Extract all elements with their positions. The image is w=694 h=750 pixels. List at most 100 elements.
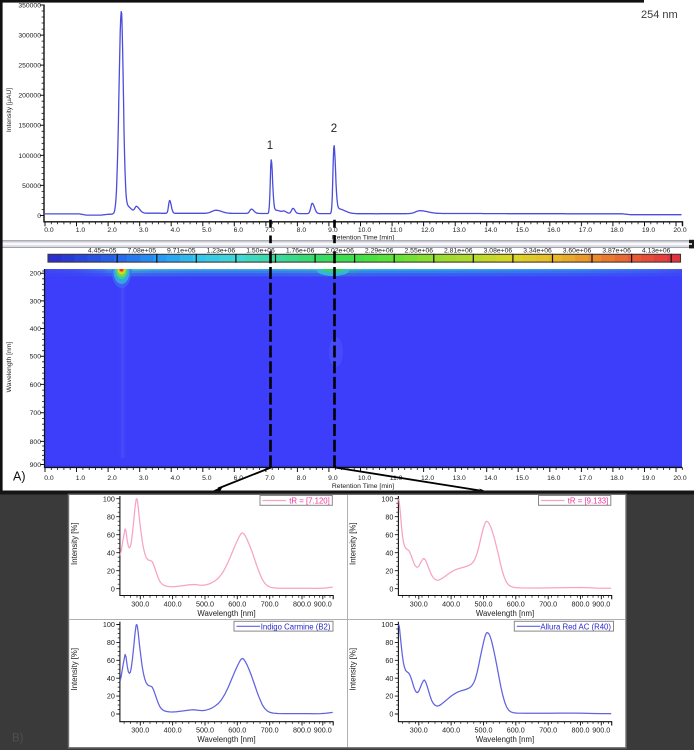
svg-text:400.0: 400.0: [164, 726, 182, 735]
svg-text:500.0: 500.0: [475, 726, 493, 735]
svg-text:60: 60: [385, 656, 393, 665]
svg-text:2: 2: [331, 123, 337, 135]
svg-text:8.0: 8.0: [297, 475, 307, 482]
svg-text:700.0: 700.0: [539, 726, 557, 735]
svg-text:Retention Time [min]: Retention Time [min]: [332, 235, 394, 242]
svg-text:19.0: 19.0: [642, 475, 655, 482]
svg-text:80: 80: [385, 512, 393, 521]
svg-text:3.08e+06: 3.08e+06: [484, 247, 513, 254]
svg-text:150000: 150000: [18, 123, 41, 130]
svg-text:Intensity [%]: Intensity [%]: [70, 648, 79, 690]
svg-text:4.13e+06: 4.13e+06: [642, 247, 671, 254]
svg-text:100000: 100000: [18, 153, 41, 160]
svg-text:800.0: 800.0: [293, 726, 311, 735]
svg-text:900.0: 900.0: [314, 726, 332, 735]
svg-text:800.0: 800.0: [572, 600, 590, 609]
svg-text:250000: 250000: [18, 63, 41, 70]
svg-text:3.34e+06: 3.34e+06: [523, 247, 552, 254]
svg-text:3.0: 3.0: [139, 475, 149, 482]
svg-text:700.0: 700.0: [539, 600, 557, 609]
svg-text:60: 60: [107, 530, 115, 539]
svg-text:17.0: 17.0: [579, 227, 592, 234]
svg-text:4.0: 4.0: [170, 475, 180, 482]
svg-text:1.50e+06: 1.50e+06: [246, 247, 275, 254]
svg-text:200: 200: [30, 271, 42, 278]
svg-text:18.0: 18.0: [610, 475, 623, 482]
svg-text:0: 0: [111, 584, 115, 593]
svg-text:300.0: 300.0: [131, 726, 149, 735]
svg-text:400.0: 400.0: [442, 726, 460, 735]
svg-text:254 nm: 254 nm: [641, 9, 678, 21]
svg-text:Wavelength [nm]: Wavelength [nm]: [476, 735, 534, 744]
svg-text:Wavelength [nm]: Wavelength [nm]: [197, 735, 255, 744]
svg-text:11.0: 11.0: [390, 227, 403, 234]
svg-text:Wavelength [nm]: Wavelength [nm]: [476, 609, 534, 618]
svg-text:80: 80: [385, 638, 393, 647]
svg-text:2.0: 2.0: [107, 227, 117, 234]
svg-text:500.0: 500.0: [196, 726, 214, 735]
svg-text:tR = [9.133]: tR = [9.133]: [568, 497, 609, 506]
svg-text:50000: 50000: [22, 183, 41, 190]
svg-text:350000: 350000: [18, 2, 41, 9]
svg-text:16.0: 16.0: [547, 475, 560, 482]
svg-text:20.0: 20.0: [673, 227, 686, 234]
svg-text:300: 300: [30, 298, 42, 305]
svg-text:60: 60: [107, 656, 115, 665]
svg-text:B): B): [12, 733, 24, 745]
svg-text:9.0: 9.0: [328, 475, 338, 482]
svg-text:15.0: 15.0: [516, 227, 529, 234]
svg-text:16.0: 16.0: [547, 227, 560, 234]
svg-text:500.0: 500.0: [475, 600, 493, 609]
svg-text:0: 0: [37, 213, 41, 220]
svg-text:80: 80: [107, 512, 115, 521]
svg-text:100: 100: [381, 620, 393, 629]
svg-text:A): A): [13, 470, 26, 484]
svg-text:15.0: 15.0: [516, 475, 529, 482]
svg-text:800: 800: [30, 439, 42, 446]
svg-text:7.0: 7.0: [265, 227, 275, 234]
svg-text:Intensity [%]: Intensity [%]: [348, 522, 357, 564]
svg-text:13.0: 13.0: [453, 227, 466, 234]
svg-text:0: 0: [389, 710, 393, 719]
svg-text:500: 500: [30, 354, 42, 361]
svg-text:300.0: 300.0: [131, 600, 149, 609]
svg-text:900.0: 900.0: [314, 600, 332, 609]
svg-text:20: 20: [107, 566, 115, 575]
svg-text:600.0: 600.0: [228, 600, 246, 609]
svg-text:60: 60: [385, 530, 393, 539]
svg-text:1.76e+06: 1.76e+06: [286, 247, 315, 254]
svg-text:40: 40: [107, 674, 115, 683]
svg-text:Intensity [µAU]: Intensity [µAU]: [6, 88, 13, 132]
svg-text:13.0: 13.0: [453, 475, 466, 482]
svg-text:80: 80: [107, 638, 115, 647]
svg-text:3.0: 3.0: [139, 227, 149, 234]
svg-text:5.0: 5.0: [202, 475, 212, 482]
svg-text:Intensity [%]: Intensity [%]: [348, 648, 357, 690]
svg-text:7.0: 7.0: [265, 475, 275, 482]
svg-text:tR = [7.120]: tR = [7.120]: [289, 497, 330, 506]
svg-text:100: 100: [103, 494, 115, 503]
svg-text:700.0: 700.0: [261, 600, 279, 609]
svg-text:Retention Time [min]: Retention Time [min]: [332, 483, 394, 490]
svg-text:Wavelength [nm]: Wavelength [nm]: [6, 342, 13, 393]
svg-text:9.71e+05: 9.71e+05: [167, 247, 196, 254]
svg-text:700.0: 700.0: [261, 726, 279, 735]
svg-text:900: 900: [30, 462, 42, 469]
svg-text:2.81e+06: 2.81e+06: [444, 247, 473, 254]
svg-text:3.87e+06: 3.87e+06: [602, 247, 631, 254]
svg-text:20: 20: [385, 566, 393, 575]
svg-text:6.0: 6.0: [234, 227, 244, 234]
svg-text:9.0: 9.0: [328, 227, 338, 234]
svg-text:3.60e+06: 3.60e+06: [563, 247, 592, 254]
svg-text:1.0: 1.0: [76, 227, 86, 234]
svg-text:400.0: 400.0: [442, 600, 460, 609]
svg-text:1.0: 1.0: [76, 475, 86, 482]
svg-text:20: 20: [385, 692, 393, 701]
svg-text:14.0: 14.0: [484, 227, 497, 234]
svg-text:300.0: 300.0: [410, 600, 428, 609]
svg-text:Allura Red AC (R40): Allura Red AC (R40): [540, 622, 611, 631]
svg-text:400: 400: [30, 326, 42, 333]
svg-text:600.0: 600.0: [507, 726, 525, 735]
svg-text:40: 40: [385, 548, 393, 557]
svg-text:19.0: 19.0: [642, 227, 655, 234]
